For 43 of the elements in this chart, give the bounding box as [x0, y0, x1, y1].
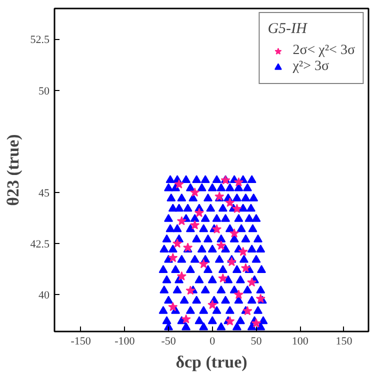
legend-label: 2σ< χ²< 3σ: [292, 43, 355, 59]
point: [181, 314, 191, 324]
point: [247, 277, 257, 287]
point: [216, 240, 226, 250]
point: [251, 318, 262, 328]
point: [230, 228, 240, 238]
legend-title: G5-IH: [268, 21, 308, 38]
point: [234, 290, 244, 299]
point: [225, 198, 235, 207]
x-axis-title: δcp (true): [176, 352, 248, 372]
x-tick-label: -100: [114, 336, 136, 348]
point: [186, 286, 196, 295]
y-tick-label: 45: [38, 187, 50, 200]
point: [238, 246, 248, 256]
point: [212, 224, 222, 234]
point: [232, 204, 242, 213]
point: [234, 177, 244, 186]
legend-label: χ²> 3σ: [292, 59, 330, 75]
x-tick-label: -150: [70, 336, 92, 348]
point: [176, 216, 186, 226]
x-tick-label: 150: [336, 336, 353, 348]
point: [190, 220, 200, 230]
point: [218, 273, 228, 282]
y-tick-label: 50: [38, 85, 50, 98]
point: [176, 271, 186, 280]
point: [172, 238, 182, 248]
point: [168, 252, 178, 262]
point: [174, 179, 184, 188]
y-tick-label: 42.5: [30, 238, 50, 251]
x-tick-label: 0: [210, 336, 216, 348]
point: [198, 259, 208, 268]
point: [168, 302, 178, 312]
x-tick-label: -50: [161, 336, 176, 348]
point: [208, 300, 218, 310]
y-axis-title: θ23 (true): [3, 134, 22, 206]
x-tick-label: 50: [250, 336, 262, 348]
point: [190, 187, 200, 197]
y-tick-label: 52.5: [30, 34, 50, 46]
point: [240, 263, 250, 272]
x-tick-label: 100: [292, 336, 309, 348]
point: [194, 208, 204, 218]
y-tick-label: 40: [38, 290, 50, 302]
point: [226, 256, 236, 266]
